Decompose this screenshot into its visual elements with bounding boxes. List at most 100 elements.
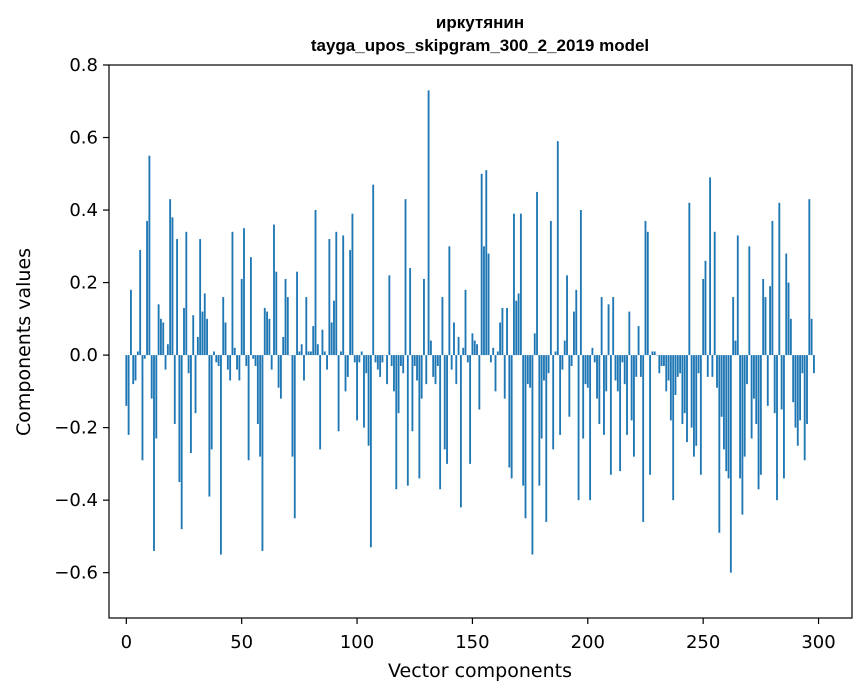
bar-5 [136,351,139,356]
bar-108 [374,355,377,363]
bar-267 [741,355,744,515]
bar-298 [813,355,815,374]
bar-24 [180,355,183,530]
bar-10 [148,155,151,356]
bar-228 [651,351,654,356]
bar-17 [164,355,167,370]
bar-52 [245,355,248,366]
bar-209 [607,304,610,356]
bar-260 [725,355,728,472]
bar-84 [319,355,322,450]
bar-23 [178,355,181,483]
bar-201 [589,355,592,501]
bar-90 [333,300,335,356]
bar-81 [312,326,315,356]
bar-127 [418,355,421,479]
x-tick-label: 50 [230,632,253,653]
bar-55 [252,355,255,359]
bar-198 [582,355,585,439]
bar-6 [139,249,142,356]
bar-289 [792,355,795,403]
bar-51 [243,228,245,356]
bar-186 [554,351,557,356]
bar-291 [796,355,799,446]
bar-73 [293,355,296,519]
bar-69 [284,278,287,356]
bar-68 [282,336,285,356]
bar-194 [573,311,575,356]
bar-148 [466,355,469,363]
bar-53 [247,355,250,461]
bar-47 [233,347,236,356]
bar-59 [261,355,264,551]
y-tick-label: 0.6 [69,128,98,149]
bar-75 [298,351,301,356]
bar-95 [344,355,347,392]
bar-277 [764,297,767,356]
bar-14 [157,304,160,356]
bar-195 [575,289,578,356]
bar-79 [307,351,310,356]
bar-120 [402,355,405,374]
bar-122 [406,355,409,486]
bar-156 [485,170,488,356]
bar-147 [464,289,467,356]
bar-217 [626,355,628,435]
bar-56 [254,355,257,366]
bar-167 [510,355,513,479]
x-tick-label: 200 [571,632,605,653]
bar-238 [674,355,677,395]
bar-43 [224,322,227,356]
bar-200 [586,355,589,388]
bar-132 [429,340,432,356]
bar-94 [342,235,345,356]
bar-102 [360,351,363,356]
bar-275 [759,355,762,475]
bar-249 [699,355,702,475]
bar-54 [249,257,252,356]
bar-295 [806,355,808,424]
bar-173 [524,355,527,519]
bar-45 [229,355,232,381]
bar-166 [508,355,511,468]
bar-158 [489,355,492,363]
bar-18 [166,344,169,356]
bar-288 [789,318,792,356]
x-tick-label: 300 [801,632,835,653]
bar-177 [533,333,536,356]
bar-101 [358,355,361,363]
bar-207 [603,355,605,435]
bar-215 [621,355,624,363]
bar-214 [619,355,622,472]
bar-134 [434,355,437,385]
bar-272 [753,355,755,399]
bar-248 [697,355,700,374]
bar-271 [750,355,753,439]
bar-241 [681,355,684,424]
bar-7 [141,355,144,461]
bar-91 [335,231,338,356]
bar-210 [609,355,612,475]
bar-255 [713,231,716,356]
bar-165 [506,307,508,356]
bar-245 [690,355,693,428]
bar-218 [628,311,631,356]
bar-211 [612,297,615,356]
bar-254 [711,355,714,377]
bar-164 [503,355,506,399]
bar-187 [556,141,559,356]
bar-222 [637,326,640,356]
bar-219 [630,355,633,421]
bar-269 [746,355,748,385]
bar-3 [132,355,135,385]
bar-285 [783,355,785,479]
bar-13 [155,355,158,439]
bar-30 [194,355,197,414]
bar-103 [363,355,365,428]
bar-185 [552,355,555,450]
bar-168 [513,213,515,356]
bar-204 [596,355,598,399]
bar-142 [453,322,455,356]
bar-144 [457,336,460,356]
